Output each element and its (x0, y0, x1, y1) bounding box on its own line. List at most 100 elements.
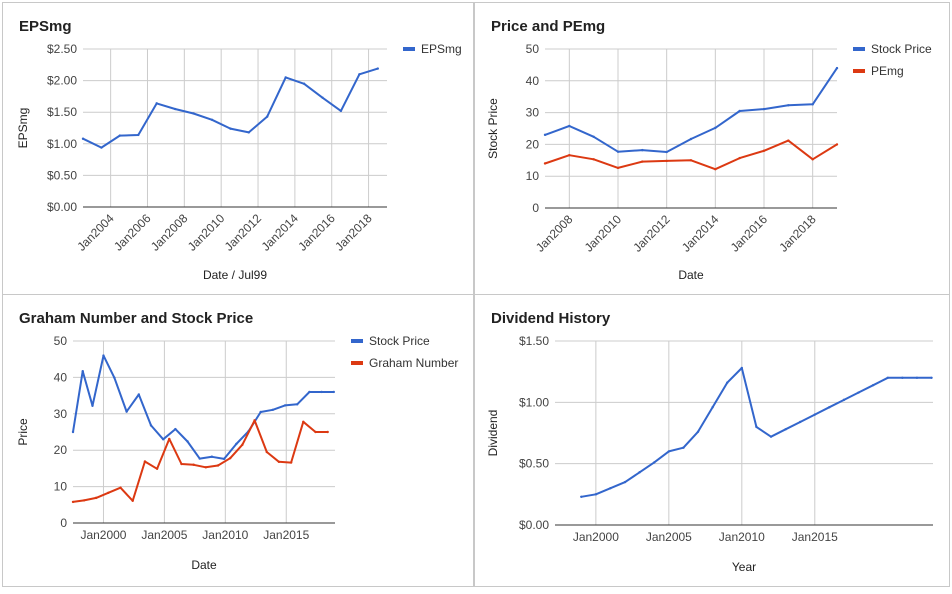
y-tick-label: $0.00 (519, 518, 549, 532)
x-tick-label: Jan2018 (332, 211, 375, 254)
data-point (102, 354, 105, 357)
x-tick-label: Jan2010 (719, 530, 765, 544)
y-tick-label: $2.50 (47, 42, 77, 56)
data-point (915, 376, 919, 379)
data-point (302, 420, 305, 424)
data-point (638, 471, 641, 474)
y-axis-label: EPSmg (16, 108, 30, 149)
data-point (835, 66, 839, 70)
data-point (192, 463, 195, 466)
graham-number-chart-panel: Graham Number and Stock Price 0 10 20 30 40 50… (2, 294, 474, 587)
legend-label: PEmg (871, 64, 904, 78)
data-point (320, 390, 323, 394)
y-tick-label: $0.50 (47, 168, 77, 182)
legend-label: EPSmg (421, 42, 462, 56)
data-point (871, 383, 875, 387)
y-tick-label: $0.50 (519, 457, 549, 471)
data-point (930, 376, 933, 379)
series-line-stock-price (72, 354, 334, 460)
data-point (82, 499, 86, 502)
x-tick-label: Jan2006 (111, 211, 154, 254)
x-tick-label: Jan2008 (148, 211, 191, 254)
dividend-history-chart-panel: Dividend History $0.00 $0.50 $1.00 $1.50 Jan2… (474, 294, 950, 587)
data-point (714, 168, 717, 171)
data-point (813, 413, 816, 416)
y-tick-label: 0 (532, 201, 539, 215)
series-line-dividend (581, 367, 932, 498)
data-point (71, 500, 75, 504)
data-point (740, 366, 744, 370)
data-point (755, 425, 758, 429)
price-and-pemg-chart-panel: Price and PEmg 0 10 20 30 40 50 Jan2008 Jan2010 J… (474, 2, 950, 295)
y-tick-label: 30 (54, 407, 68, 421)
data-point (665, 150, 668, 154)
x-tick-label: Jan2018 (776, 212, 819, 255)
x-axis-label: Year (732, 560, 756, 574)
legend-label: Graham Number (369, 356, 458, 370)
data-point (155, 102, 158, 105)
epsmg-chart: EPSmg $0.00 $0.50 $1.00 $1.50 $2.00 $2.50 Jan20… (16, 18, 462, 282)
y-tick-label: 20 (54, 443, 68, 457)
data-point (247, 131, 251, 134)
y-tick-label: 0 (60, 516, 67, 530)
x-tick-label: Jan2005 (141, 528, 187, 542)
data-point (186, 440, 189, 443)
data-point (149, 424, 153, 427)
data-point (137, 133, 140, 137)
data-point (798, 420, 802, 424)
data-point (81, 137, 85, 140)
data-point (641, 160, 644, 163)
epsmg-chart-panel: EPSmg $0.00 $0.50 $1.00 $1.50 $2.00 $2.50 Jan20… (2, 2, 474, 295)
data-point (168, 437, 171, 441)
data-point (714, 126, 717, 130)
y-tick-label: $0.00 (47, 200, 77, 214)
y-tick-label: 30 (526, 106, 540, 120)
data-point (711, 406, 714, 409)
graham-number-chart: Graham Number and Stock Price 0 10 20 30 40 50… (16, 310, 458, 572)
x-tick-label: Jan2016 (728, 212, 771, 255)
data-point (198, 457, 201, 460)
data-point (543, 162, 547, 165)
y-tick-label: 10 (54, 480, 68, 494)
x-tick-label: Jan2015 (263, 528, 309, 542)
data-point (623, 480, 627, 484)
chart-title: EPSmg (19, 18, 72, 35)
data-point (210, 118, 214, 121)
data-point (277, 460, 281, 464)
x-axis-label: Date (191, 558, 217, 572)
data-point (665, 159, 668, 163)
data-point (811, 103, 814, 106)
data-point (265, 450, 268, 454)
data-point (738, 109, 741, 113)
data-point (592, 135, 595, 138)
y-tick-label: 10 (526, 169, 540, 183)
data-point (321, 96, 324, 99)
y-tick-label: 50 (54, 334, 68, 348)
legend-swatch (853, 47, 865, 51)
y-axis-label: Stock Price (486, 98, 500, 159)
data-point (568, 124, 571, 128)
data-point (118, 134, 122, 137)
data-point (339, 109, 343, 113)
x-tick-label: Jan2000 (573, 530, 619, 544)
x-tick-label: Jan2012 (222, 211, 265, 254)
x-tick-label: Jan2014 (259, 211, 302, 254)
data-point (653, 461, 656, 464)
y-tick-label: $1.00 (519, 395, 549, 409)
dividend-history-chart: Dividend History $0.00 $0.50 $1.00 $1.50 Jan2… (486, 310, 933, 574)
data-point (609, 487, 612, 490)
y-tick-label: $1.50 (519, 334, 549, 348)
y-tick-label: $1.50 (47, 105, 77, 119)
data-point (811, 158, 814, 161)
data-point (125, 410, 128, 413)
data-point (726, 381, 729, 384)
data-point (180, 462, 183, 466)
y-axis-label: Price (16, 418, 30, 446)
data-point (738, 156, 741, 160)
data-point (204, 466, 208, 469)
data-point (253, 419, 256, 422)
data-point (543, 133, 547, 137)
x-tick-label: Jan2005 (646, 530, 692, 544)
y-axis-label: Dividend (486, 410, 500, 457)
